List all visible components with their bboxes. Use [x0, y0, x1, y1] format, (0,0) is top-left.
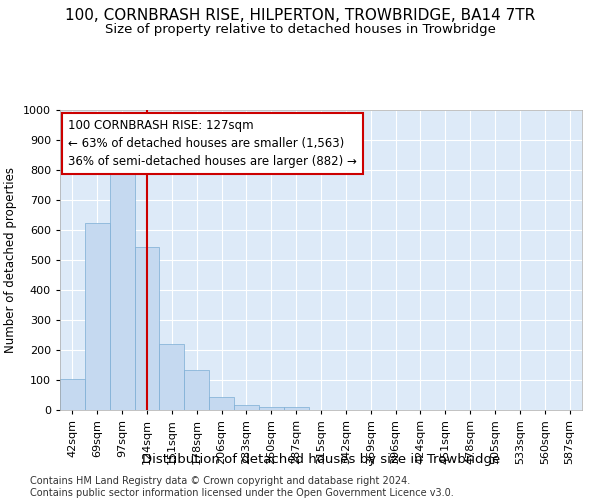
Text: Contains HM Land Registry data © Crown copyright and database right 2024.
Contai: Contains HM Land Registry data © Crown c… [30, 476, 454, 498]
Text: Distribution of detached houses by size in Trowbridge: Distribution of detached houses by size … [142, 452, 500, 466]
Text: Size of property relative to detached houses in Trowbridge: Size of property relative to detached ho… [104, 22, 496, 36]
Bar [234, 404, 259, 410]
Bar [85, 223, 110, 410]
Text: 100 CORNBRASH RISE: 127sqm
← 63% of detached houses are smaller (1,563)
36% of s: 100 CORNBRASH RISE: 127sqm ← 63% of deta… [68, 119, 357, 168]
Bar [60, 379, 85, 410]
Bar [160, 344, 184, 410]
Bar [259, 407, 284, 410]
Bar [184, 370, 209, 410]
Bar [209, 396, 234, 410]
Bar [284, 407, 308, 410]
Bar [110, 173, 134, 410]
Text: 100, CORNBRASH RISE, HILPERTON, TROWBRIDGE, BA14 7TR: 100, CORNBRASH RISE, HILPERTON, TROWBRID… [65, 8, 535, 22]
Bar [134, 247, 160, 410]
Y-axis label: Number of detached properties: Number of detached properties [4, 167, 17, 353]
